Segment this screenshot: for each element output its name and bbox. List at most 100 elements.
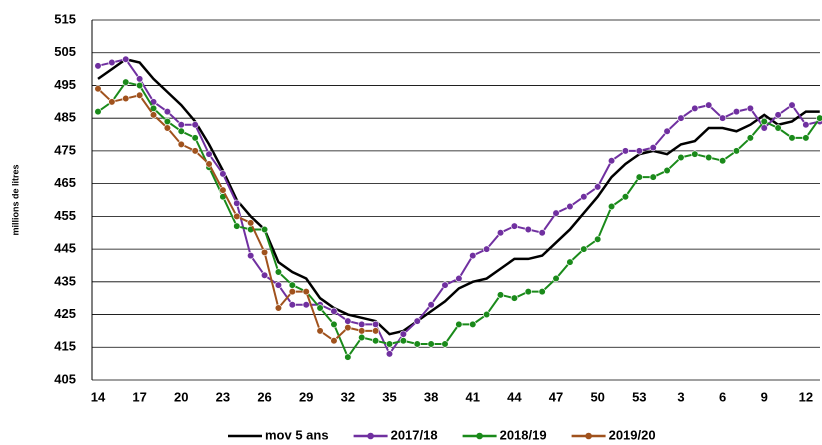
data-point — [372, 327, 380, 335]
x-tick-label: 35 — [382, 389, 396, 404]
x-tick-label: 14 — [91, 389, 106, 404]
data-point — [372, 337, 380, 345]
data-point — [607, 157, 616, 165]
data-point — [538, 229, 546, 237]
data-point — [580, 193, 588, 201]
data-point — [358, 320, 366, 328]
y-tick-label: 515 — [54, 11, 76, 26]
data-point — [260, 225, 269, 234]
data-point — [483, 245, 491, 253]
data-point — [788, 101, 796, 109]
data-point — [233, 212, 241, 220]
data-point — [677, 153, 685, 162]
data-point — [344, 317, 352, 325]
data-point — [344, 324, 352, 332]
y-tick-label: 445 — [54, 241, 76, 256]
data-point — [219, 186, 227, 194]
data-point — [385, 350, 394, 358]
y-tick-label: 485 — [54, 110, 76, 125]
x-tick-label: 9 — [761, 389, 768, 404]
x-tick-label: 41 — [466, 389, 480, 404]
data-point — [621, 193, 630, 201]
data-point — [552, 209, 560, 217]
data-point — [594, 235, 602, 243]
data-point — [177, 140, 185, 148]
y-tick-label: 475 — [54, 142, 76, 157]
x-tick-label: 17 — [132, 389, 146, 404]
series-line — [97, 81, 821, 360]
x-tick-label: 6 — [719, 389, 726, 404]
data-point — [580, 245, 588, 253]
y-tick-label: 465 — [54, 175, 76, 190]
data-point — [455, 274, 463, 283]
data-point — [399, 337, 407, 345]
data-point — [358, 327, 366, 335]
data-point — [149, 111, 158, 119]
x-tick-label: 47 — [549, 389, 563, 404]
data-point — [566, 258, 574, 266]
data-point — [274, 281, 283, 289]
y-tick-label: 505 — [54, 44, 76, 59]
data-point — [205, 160, 213, 168]
data-point — [510, 294, 519, 302]
data-point — [427, 301, 435, 309]
data-point — [177, 127, 185, 135]
data-point — [635, 173, 643, 181]
legend-marker — [476, 432, 483, 440]
data-point — [163, 108, 171, 116]
data-point — [469, 320, 477, 328]
data-point — [538, 288, 546, 296]
x-tick-label: 32 — [341, 389, 355, 404]
x-tick-label: 23 — [216, 389, 230, 404]
data-point — [441, 340, 449, 348]
x-tick-label: 20 — [174, 389, 188, 404]
data-point — [94, 85, 102, 93]
y-tick-label: 415 — [54, 339, 76, 354]
y-axis-title: millions de litres — [10, 164, 20, 235]
legend-marker — [585, 432, 592, 440]
data-point — [163, 124, 171, 132]
data-point — [122, 94, 130, 103]
data-point — [524, 288, 532, 296]
data-point — [566, 202, 574, 211]
data-point — [330, 320, 338, 328]
data-point — [732, 147, 741, 155]
data-point — [455, 320, 463, 328]
data-point — [705, 153, 713, 162]
data-point — [399, 330, 407, 338]
data-point — [260, 248, 269, 256]
data-point — [274, 268, 283, 276]
data-point — [621, 147, 630, 155]
legend-label: 2018/19 — [500, 427, 547, 442]
data-point — [163, 117, 171, 126]
data-point — [413, 317, 421, 325]
data-point — [552, 274, 560, 283]
data-point — [774, 124, 782, 132]
data-point — [302, 288, 310, 296]
data-point — [316, 304, 324, 312]
data-point — [746, 134, 754, 142]
data-point — [94, 108, 102, 116]
data-point — [122, 55, 130, 63]
legend-label: 2017/18 — [391, 427, 438, 442]
data-point — [233, 199, 241, 207]
data-point — [302, 301, 310, 309]
data-point — [330, 337, 338, 345]
y-tick-label: 455 — [54, 208, 76, 223]
data-point — [108, 98, 116, 106]
data-point — [191, 134, 199, 142]
data-point — [691, 150, 699, 158]
data-point — [136, 81, 144, 90]
y-tick-label: 405 — [54, 371, 76, 386]
x-tick-label: 53 — [632, 389, 646, 404]
data-point — [344, 353, 352, 361]
x-tick-label: 29 — [299, 389, 313, 404]
data-point — [649, 144, 657, 152]
data-point — [177, 121, 185, 129]
x-tick-label: 12 — [799, 389, 813, 404]
data-point — [816, 114, 822, 122]
data-point — [274, 304, 283, 312]
data-point — [136, 91, 144, 99]
data-point — [247, 219, 255, 227]
